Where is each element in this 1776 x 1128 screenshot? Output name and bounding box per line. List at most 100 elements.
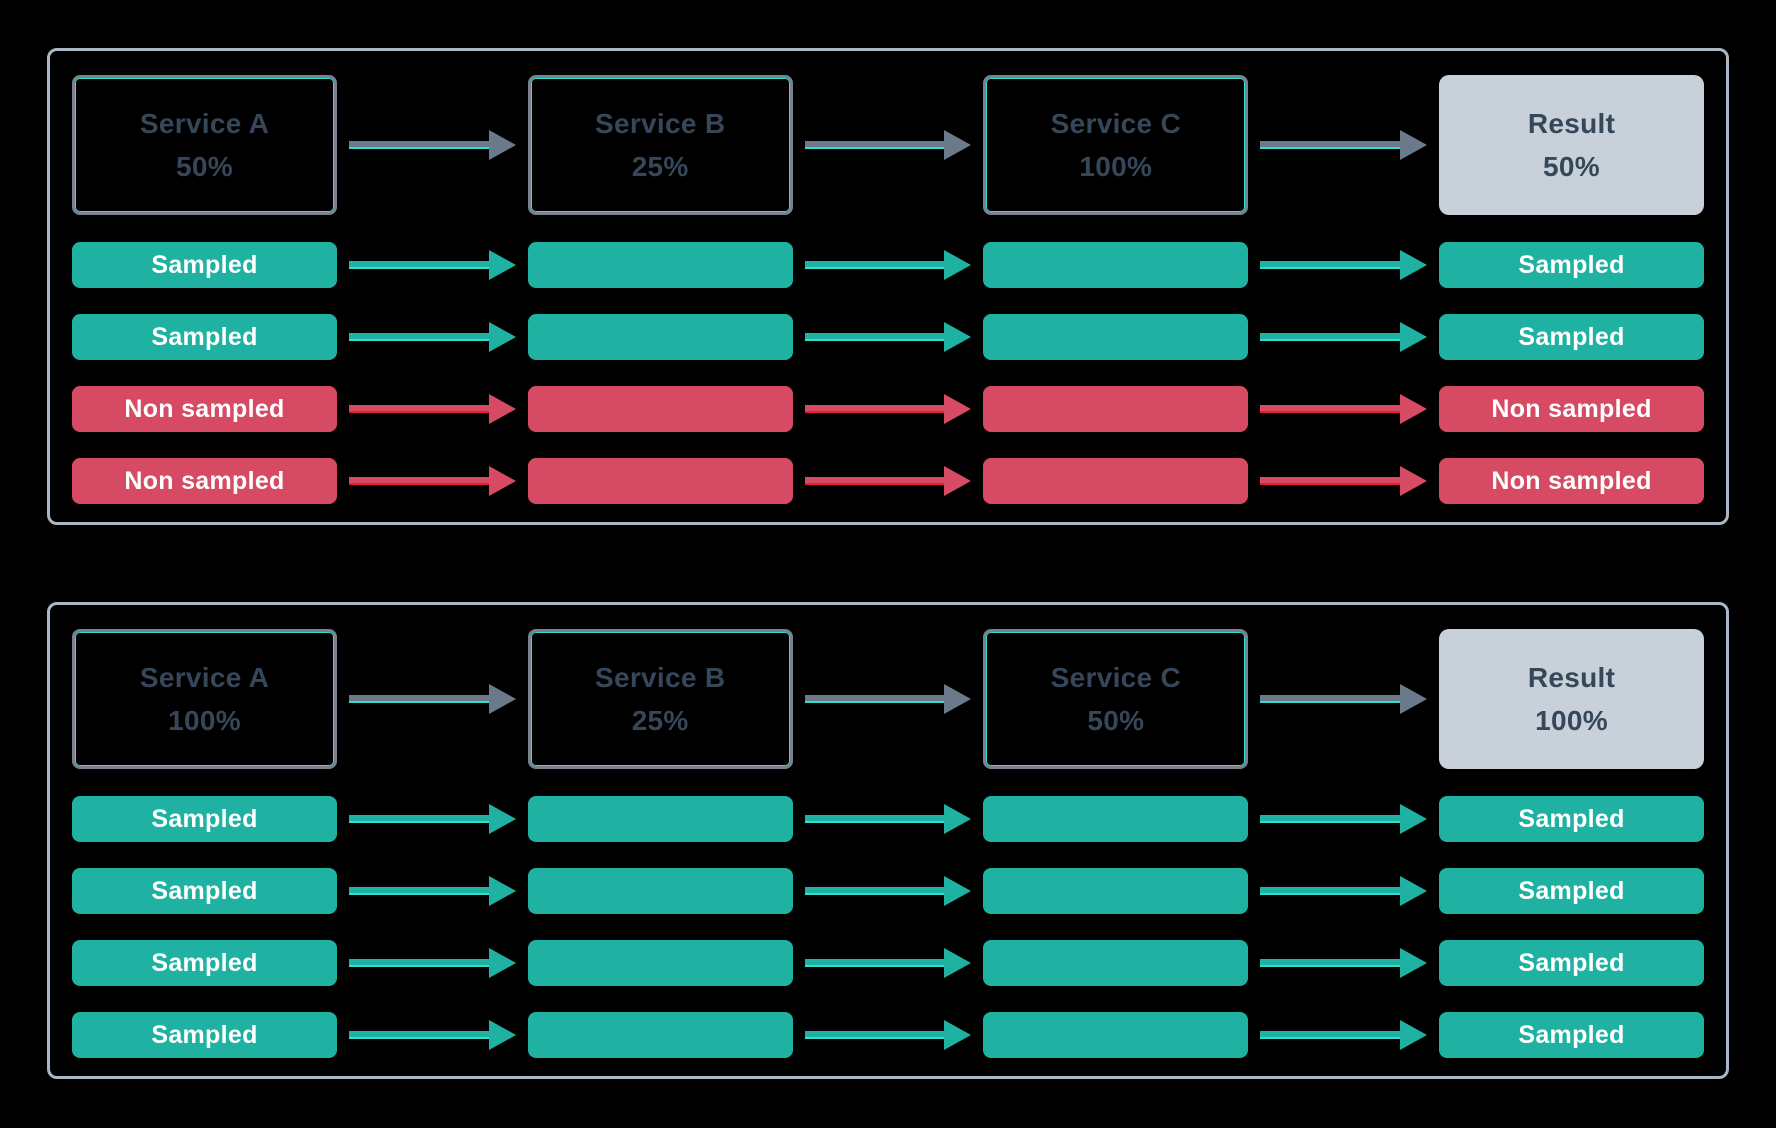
service-sample-rate: 25% <box>631 150 689 182</box>
flow-arrow <box>349 876 516 906</box>
arrow-right-icon <box>1400 130 1428 160</box>
flow-arrow <box>1260 130 1428 160</box>
service-sample-rate: 50% <box>176 150 233 182</box>
flow-arrow <box>804 322 972 352</box>
bar-service-a: Non sampled <box>72 386 337 432</box>
service-a-box: Service A 50% <box>72 75 337 215</box>
arrow-right-icon <box>488 466 516 496</box>
arrow-right-icon <box>1400 876 1428 906</box>
arrow-right-icon <box>488 684 516 714</box>
bar-service-a: Sampled <box>72 1012 337 1058</box>
services-header-row: Service A 100% Service B 25% Service C 5… <box>72 629 1705 769</box>
arrow-right-icon <box>944 684 972 714</box>
bar-service-b <box>527 386 793 432</box>
flow-arrow <box>804 466 972 496</box>
trace-row-sampled: Sampled Sampled <box>72 242 1705 288</box>
arrow-shaft <box>1260 141 1402 149</box>
bar-service-c <box>983 386 1249 432</box>
bar-result: Sampled <box>1439 940 1705 986</box>
trace-row-non-sampled: Non sampled Non sampled <box>72 386 1705 432</box>
trace-row-sampled: Sampled Sampled <box>72 868 1705 914</box>
flow-arrow <box>349 1020 516 1050</box>
result-label: Result <box>1527 661 1616 693</box>
flow-arrow <box>349 130 516 160</box>
arrow-shaft <box>349 261 490 269</box>
bar-result: Sampled <box>1439 1012 1705 1058</box>
arrow-shaft <box>349 141 490 149</box>
flow-arrow <box>349 250 516 280</box>
result-box: Result 100% <box>1439 629 1705 769</box>
bar-service-c <box>983 242 1249 288</box>
flow-arrow <box>349 322 516 352</box>
arrow-right-icon <box>488 948 516 978</box>
bar-service-b <box>527 314 793 360</box>
arrow-shaft <box>804 477 946 485</box>
bar-service-a: Non sampled <box>72 458 337 504</box>
arrow-right-icon <box>1400 948 1428 978</box>
service-c-box: Service C 100% <box>983 75 1249 215</box>
flow-arrow <box>1260 804 1428 834</box>
arrow-shaft <box>804 141 946 149</box>
arrow-right-icon <box>1400 804 1428 834</box>
flow-arrow <box>1260 948 1428 978</box>
service-sample-rate: 100% <box>168 704 241 736</box>
bar-service-c <box>983 940 1249 986</box>
flow-arrow <box>1260 466 1428 496</box>
flow-arrow <box>804 684 972 714</box>
service-name: Service B <box>595 107 726 139</box>
bar-service-c <box>983 458 1249 504</box>
arrow-shaft <box>349 959 490 967</box>
arrow-shaft <box>349 333 490 341</box>
arrow-shaft <box>1260 959 1402 967</box>
bar-service-b <box>527 940 793 986</box>
flow-arrow <box>1260 1020 1428 1050</box>
arrow-right-icon <box>944 1020 972 1050</box>
bar-service-a: Sampled <box>72 868 337 914</box>
flow-arrow <box>1260 322 1428 352</box>
arrow-right-icon <box>488 130 516 160</box>
arrow-right-icon <box>488 394 516 424</box>
arrow-shaft <box>349 405 490 413</box>
flow-arrow <box>804 948 972 978</box>
bar-service-b <box>527 796 793 842</box>
arrow-shaft <box>1260 477 1402 485</box>
flow-panel-2: Service A 100% Service B 25% Service C 5… <box>47 602 1729 1079</box>
result-label: Result <box>1527 107 1616 139</box>
arrow-shaft <box>349 1031 490 1039</box>
arrow-shaft <box>1260 815 1402 823</box>
arrow-right-icon <box>1400 466 1428 496</box>
arrow-right-icon <box>1400 250 1428 280</box>
bar-result: Sampled <box>1439 868 1705 914</box>
arrow-shaft <box>1260 333 1402 341</box>
service-name: Service A <box>139 107 270 139</box>
arrow-right-icon <box>1400 394 1428 424</box>
arrow-right-icon <box>1400 1020 1428 1050</box>
arrow-shaft <box>1260 405 1402 413</box>
bar-service-c <box>983 796 1249 842</box>
arrow-right-icon <box>944 804 972 834</box>
arrow-shaft <box>349 887 490 895</box>
flow-arrow <box>1260 394 1428 424</box>
service-c-box: Service C 50% <box>983 629 1249 769</box>
arrow-right-icon <box>1400 684 1428 714</box>
arrow-shaft <box>804 695 946 703</box>
flow-arrow <box>804 250 972 280</box>
arrow-shaft <box>804 1031 946 1039</box>
arrow-right-icon <box>944 250 972 280</box>
bar-service-c <box>983 314 1249 360</box>
arrow-right-icon <box>488 876 516 906</box>
result-value: 100% <box>1535 704 1608 736</box>
bar-service-c <box>983 1012 1249 1058</box>
arrow-shaft <box>804 887 946 895</box>
service-sample-rate: 100% <box>1079 150 1153 182</box>
flow-panel-1: Service A 50% Service B 25% Service C 10… <box>47 48 1729 525</box>
arrow-shaft <box>1260 1031 1402 1039</box>
arrow-shaft <box>1260 887 1402 895</box>
result-box: Result 50% <box>1439 75 1705 215</box>
trace-row-sampled: Sampled Sampled <box>72 796 1705 842</box>
bar-result: Non sampled <box>1439 458 1705 504</box>
bar-service-c <box>983 868 1249 914</box>
arrow-shaft <box>349 695 490 703</box>
arrow-shaft <box>804 261 946 269</box>
